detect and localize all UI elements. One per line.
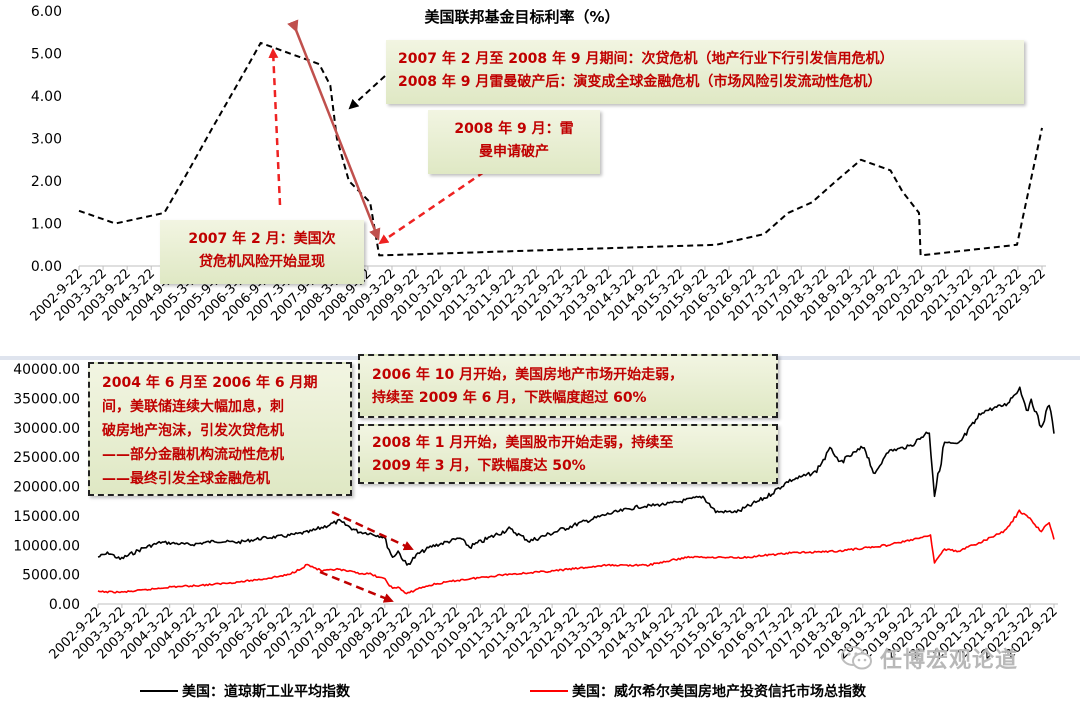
annotation-line: 持续至 2009 年 6 月，下跌幅度超过 60% xyxy=(372,390,647,406)
arrow-lehman xyxy=(378,170,485,245)
annotation-crisis-box: 2007 年 2 月至 2008 年 9 月期间：次贷危机（地产行业下行引发信用… xyxy=(386,40,1024,104)
y-tick-label: 40000.00 xyxy=(13,362,80,378)
y-tick-label: 5000.00 xyxy=(22,568,80,584)
index-chart: 40000.00 35000.00 30000.00 25000.00 20000.00… xyxy=(13,362,1061,662)
top-chart-title: 美国联邦基金目标利率（%） xyxy=(424,8,619,26)
annotation-arrows xyxy=(268,19,485,603)
annotation-line: 曼申请破产 xyxy=(479,144,549,160)
legend-item-reit: 美国：威尔希尔美国房地产投资信托市场总指数 xyxy=(530,681,866,701)
arrow-dow-decline xyxy=(331,510,414,551)
y-tick-label: 0.00 xyxy=(49,597,80,613)
y-tick-label: 10000.00 xyxy=(13,538,80,554)
y-tick-label: 5.00 xyxy=(31,47,62,63)
y-tick-label: 25000.00 xyxy=(13,450,80,466)
annotation-line: 2008 年 9 月：雷 xyxy=(454,121,574,137)
series-line-1 xyxy=(97,509,1055,595)
annotation-line: 2009 年 3 月，下跌幅度达 50% xyxy=(372,458,586,474)
annotation-line: ——最终引发全球金融危机 xyxy=(102,471,270,487)
arrow-subprime-up xyxy=(268,48,282,206)
annotation-housing-box: 2006 年 10 月开始，美国房地产市场开始走弱， 持续至 2009 年 6 … xyxy=(358,354,778,418)
annotation-line: 2008 年 1 月开始，美国股市开始走弱，持续至 xyxy=(372,435,674,451)
y-tick-label: 1.00 xyxy=(31,217,62,233)
legend-item-dow: 美国：道琼斯工业平均指数 xyxy=(140,681,350,701)
y-tick-label: 20000.00 xyxy=(13,480,80,496)
annotation-line: 2006 年 10 月开始，美国房地产市场开始走弱， xyxy=(372,367,684,383)
legend-label: 美国：道琼斯工业平均指数 xyxy=(182,684,350,700)
annotation-line: 2007 年 2 月：美国次 xyxy=(188,231,336,247)
annotation-line: 2007 年 2 月至 2008 年 9 月期间：次贷危机（地产行业下行引发信用… xyxy=(398,51,894,67)
y-tick-label: 6.00 xyxy=(31,4,62,20)
y-tick-label: 30000.00 xyxy=(13,421,80,437)
annotation-lehman-box: 2008 年 9 月：雷 曼申请破产 xyxy=(428,110,600,174)
legend-swatch xyxy=(140,690,178,692)
annotation-line: 贷危机风险开始显现 xyxy=(199,254,325,270)
y-tick-label: 4.00 xyxy=(31,89,62,105)
arrow-crisis-box xyxy=(348,75,386,110)
annotation-line: 2008 年 9 月雷曼破产后：演变成全球金融危机（市场风险引发流动性危机） xyxy=(398,74,882,90)
annotation-subprime-box: 2007 年 2 月：美国次 贷危机风险开始显现 xyxy=(160,220,364,284)
y-tick-label: 0.00 xyxy=(31,259,62,275)
series-line-0 xyxy=(97,386,1055,566)
annotation-hike-box: 2004 年 6 月至 2006 年 6 月期 间，美联储连续大幅加息，刺 破房… xyxy=(88,362,352,496)
legend-label: 美国：威尔希尔美国房地产投资信托市场总指数 xyxy=(572,684,866,700)
watermark: 任博宏观论道 xyxy=(840,642,1018,674)
arrow-crisis-span xyxy=(287,19,381,241)
y-tick-label: 2.00 xyxy=(31,174,62,190)
annotation-line: 破房地产泡沫，引发次贷危机 xyxy=(102,423,284,439)
y-tick-label: 15000.00 xyxy=(13,509,80,525)
annotation-line: 2004 年 6 月至 2006 年 6 月期 xyxy=(102,375,318,391)
annotation-line: 间，美联储连续大幅加息，刺 xyxy=(102,399,284,415)
series-line-0 xyxy=(78,41,1043,257)
y-tick-label: 35000.00 xyxy=(13,391,80,407)
y-tick-label: 3.00 xyxy=(31,132,62,148)
arrow-reit-decline xyxy=(319,570,394,603)
legend-swatch xyxy=(530,690,568,692)
watermark-text: 任博宏观论道 xyxy=(880,648,1019,673)
annotation-stock-box: 2008 年 1 月开始，美国股市开始走弱，持续至 2009 年 3 月，下跌幅… xyxy=(358,424,778,484)
wechat-icon xyxy=(840,645,874,671)
annotation-line: ——部分金融机构流动性危机 xyxy=(102,447,284,463)
